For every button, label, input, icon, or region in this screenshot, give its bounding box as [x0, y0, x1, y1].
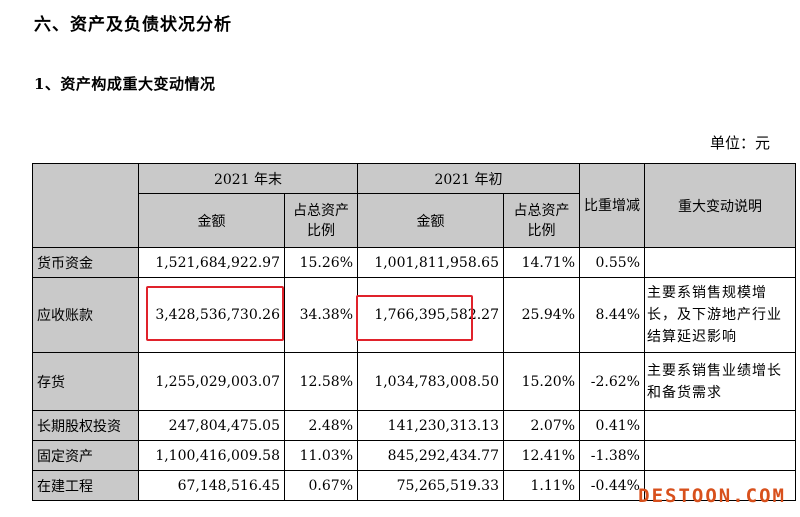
end-amount: 1,255,029,003.07 — [138, 352, 285, 411]
begin-amount: 1,034,783,008.50 — [357, 352, 504, 411]
begin-ratio: 14.71% — [503, 247, 580, 278]
end-ratio: 0.67% — [284, 470, 358, 501]
header-ratio-end: 占总资产比例 — [284, 193, 358, 248]
begin-amount: 845,292,434.77 — [357, 440, 504, 471]
header-2021-end: 2021 年末 — [138, 163, 358, 194]
end-amount: 247,804,475.05 — [138, 410, 285, 441]
change-note — [644, 470, 796, 501]
change-note: 主要系销售业绩增长和备货需求 — [644, 352, 796, 411]
end-amount: 67,148,516.45 — [138, 470, 285, 501]
table-row: 应收账款 3,428,536,730.26 34.38% 1,766,395,5… — [32, 277, 796, 353]
table-row: 长期股权投资 247,804,475.05 2.48% 141,230,313.… — [32, 410, 796, 441]
begin-amount: 75,265,519.33 — [357, 470, 504, 501]
unit-label: 单位：元 — [709, 134, 770, 152]
end-ratio: 12.58% — [284, 352, 358, 411]
ratio-change: 8.44% — [579, 277, 645, 353]
subsection-title: 1、资产构成重大变动情况 — [34, 75, 216, 93]
row-item-label: 在建工程 — [32, 470, 139, 501]
row-item-label: 货币资金 — [32, 247, 139, 278]
ratio-change: -0.44% — [579, 470, 645, 501]
change-note: 主要系销售规模增长，及下游地产行业结算延迟影响 — [644, 277, 796, 353]
table-row: 在建工程 67,148,516.45 0.67% 75,265,519.33 1… — [32, 470, 796, 501]
asset-composition-table: 2021 年末 2021 年初 比重增减 重大变动说明 金额 占总资产比例 金额… — [32, 163, 796, 501]
end-amount: 1,521,684,922.97 — [138, 247, 285, 278]
change-note — [644, 410, 796, 441]
row-item-label: 固定资产 — [32, 440, 139, 471]
header-item-cell — [32, 163, 139, 248]
header-2021-begin: 2021 年初 — [357, 163, 580, 194]
watermark-logo: DESTOON.COM — [638, 485, 786, 507]
ratio-change: 0.41% — [579, 410, 645, 441]
highlight-box-begin-receivables — [356, 295, 473, 341]
end-ratio: 34.38% — [284, 277, 358, 353]
begin-ratio: 25.94% — [503, 277, 580, 353]
header-ratio-begin: 占总资产比例 — [503, 193, 580, 248]
row-item-label: 存货 — [32, 352, 139, 411]
header-ratio-change: 比重增减 — [579, 163, 645, 248]
row-item-label: 应收账款 — [32, 277, 139, 353]
table-row: 固定资产 1,100,416,009.58 11.03% 845,292,434… — [32, 440, 796, 471]
header-row-2: 金额 占总资产比例 金额 占总资产比例 — [33, 193, 796, 248]
table-row: 货币资金 1,521,684,922.97 15.26% 1,001,811,9… — [32, 247, 796, 278]
header-amount-begin: 金额 — [357, 193, 504, 248]
begin-amount: 1,001,811,958.65 — [357, 247, 504, 278]
begin-amount: 141,230,313.13 — [357, 410, 504, 441]
ratio-change: -1.38% — [579, 440, 645, 471]
table-row: 存货 1,255,029,003.07 12.58% 1,034,783,008… — [32, 352, 796, 411]
begin-ratio: 1.11% — [503, 470, 580, 501]
header-note: 重大变动说明 — [644, 163, 796, 248]
begin-ratio: 12.41% — [503, 440, 580, 471]
begin-ratio: 2.07% — [503, 410, 580, 441]
end-ratio: 2.48% — [284, 410, 358, 441]
end-amount: 1,100,416,009.58 — [138, 440, 285, 471]
ratio-change: 0.55% — [579, 247, 645, 278]
header-amount-end: 金额 — [138, 193, 285, 248]
row-item-label: 长期股权投资 — [32, 410, 139, 441]
end-ratio: 15.26% — [284, 247, 358, 278]
highlight-box-end-receivables — [146, 286, 284, 341]
header-row-1: 2021 年末 2021 年初 比重增减 重大变动说明 — [32, 163, 796, 248]
ratio-change: -2.62% — [579, 352, 645, 411]
change-note — [644, 440, 796, 471]
change-note — [644, 247, 796, 278]
end-ratio: 11.03% — [284, 440, 358, 471]
begin-ratio: 15.20% — [503, 352, 580, 411]
section-title: 六、资产及负债状况分析 — [34, 15, 232, 35]
